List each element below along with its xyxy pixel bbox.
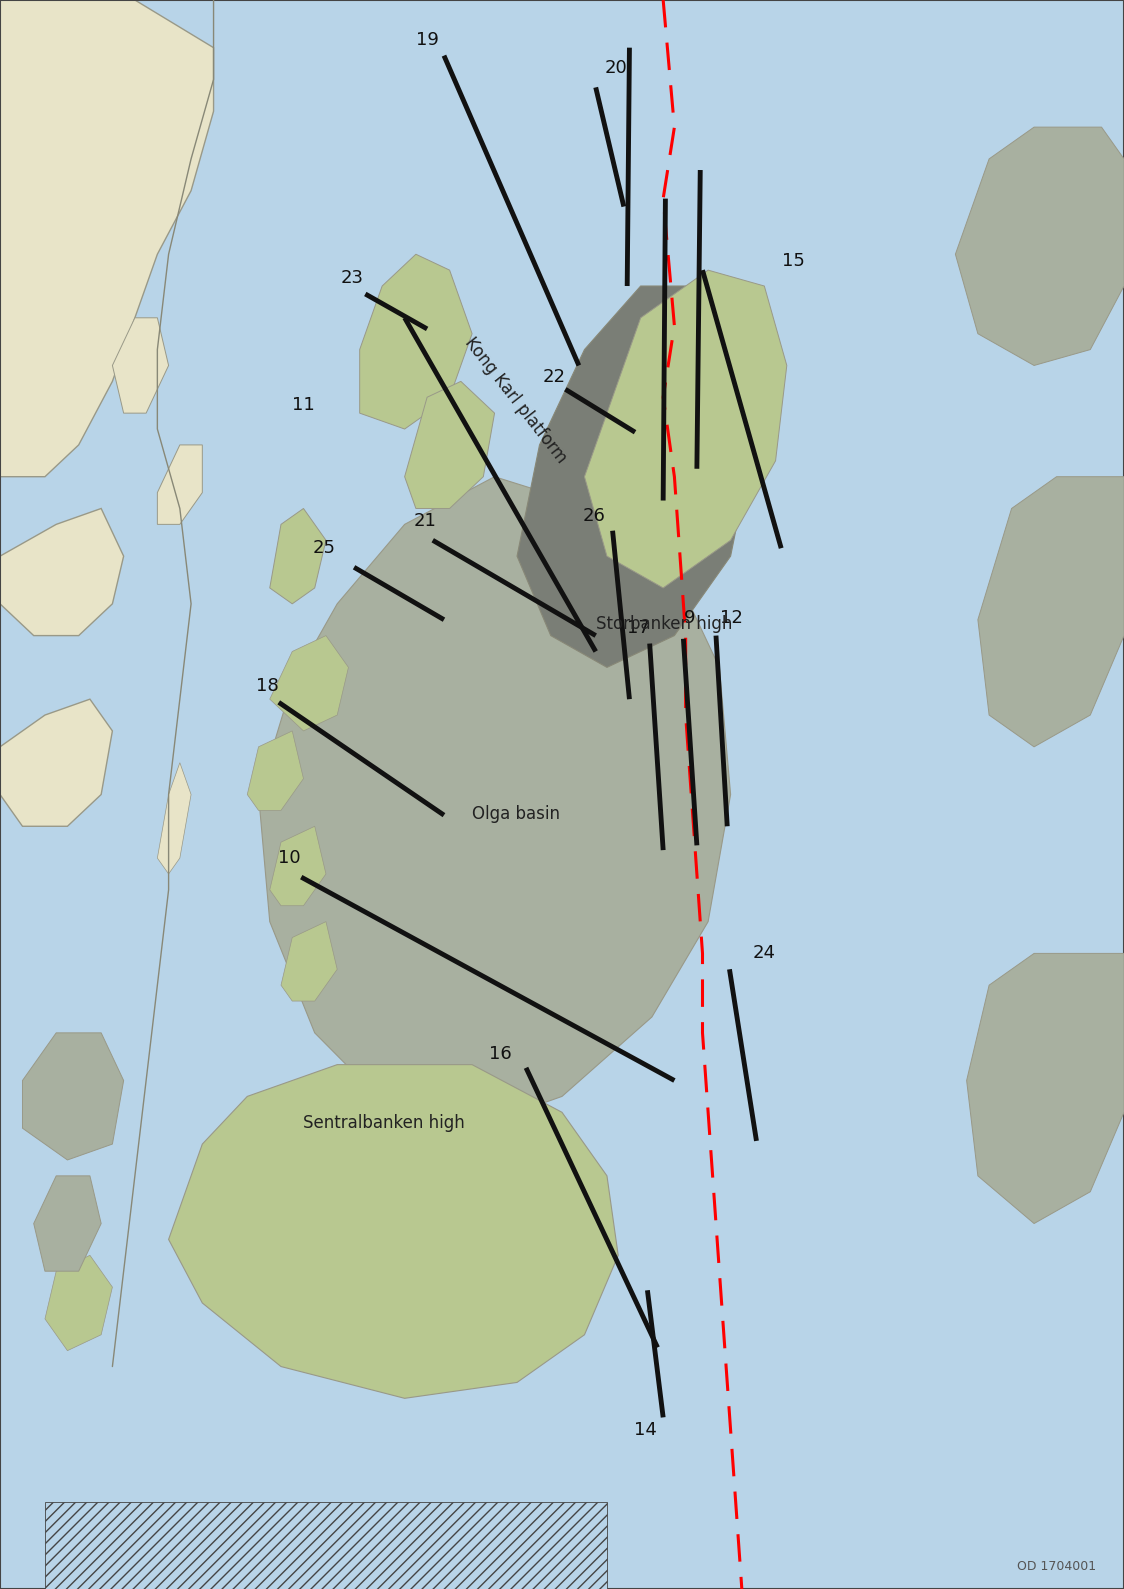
Text: 23: 23 <box>341 269 363 288</box>
Polygon shape <box>0 0 214 477</box>
Polygon shape <box>517 286 753 667</box>
Text: 26: 26 <box>582 507 605 526</box>
Text: 20: 20 <box>605 59 627 78</box>
Polygon shape <box>45 1255 112 1351</box>
Polygon shape <box>270 508 326 604</box>
Text: OD 1704001: OD 1704001 <box>1017 1560 1096 1573</box>
Text: 17: 17 <box>627 618 650 637</box>
Text: 24: 24 <box>753 944 776 963</box>
Polygon shape <box>967 953 1124 1224</box>
Text: 11: 11 <box>292 396 315 415</box>
Polygon shape <box>270 636 348 731</box>
Text: Storbanken high: Storbanken high <box>596 615 732 634</box>
Polygon shape <box>584 270 787 588</box>
Text: 21: 21 <box>414 512 436 531</box>
Text: 25: 25 <box>312 539 335 558</box>
Polygon shape <box>259 477 731 1128</box>
Text: Olga basin: Olga basin <box>472 804 560 823</box>
Bar <box>45 1502 607 1589</box>
Text: 10: 10 <box>278 849 300 868</box>
Text: 16: 16 <box>489 1044 511 1063</box>
Text: 18: 18 <box>256 677 279 696</box>
Polygon shape <box>0 699 112 826</box>
Text: 14: 14 <box>634 1421 656 1440</box>
Polygon shape <box>157 763 191 874</box>
Polygon shape <box>34 1176 101 1271</box>
Polygon shape <box>955 127 1124 365</box>
Polygon shape <box>247 731 303 810</box>
Polygon shape <box>0 508 124 636</box>
Polygon shape <box>157 445 202 524</box>
Polygon shape <box>405 381 495 508</box>
Polygon shape <box>360 254 472 429</box>
Text: 15: 15 <box>782 251 805 270</box>
Polygon shape <box>112 318 169 413</box>
Text: 19: 19 <box>416 30 438 49</box>
Polygon shape <box>281 922 337 1001</box>
Polygon shape <box>22 1033 124 1160</box>
Text: 9: 9 <box>683 609 695 628</box>
Text: Kong Karl platform: Kong Karl platform <box>461 334 570 467</box>
Text: 12: 12 <box>720 609 743 628</box>
Polygon shape <box>270 826 326 906</box>
Polygon shape <box>978 477 1124 747</box>
Text: Sentralbanken high: Sentralbanken high <box>303 1114 465 1133</box>
Text: 22: 22 <box>543 367 565 386</box>
Polygon shape <box>169 1065 618 1398</box>
